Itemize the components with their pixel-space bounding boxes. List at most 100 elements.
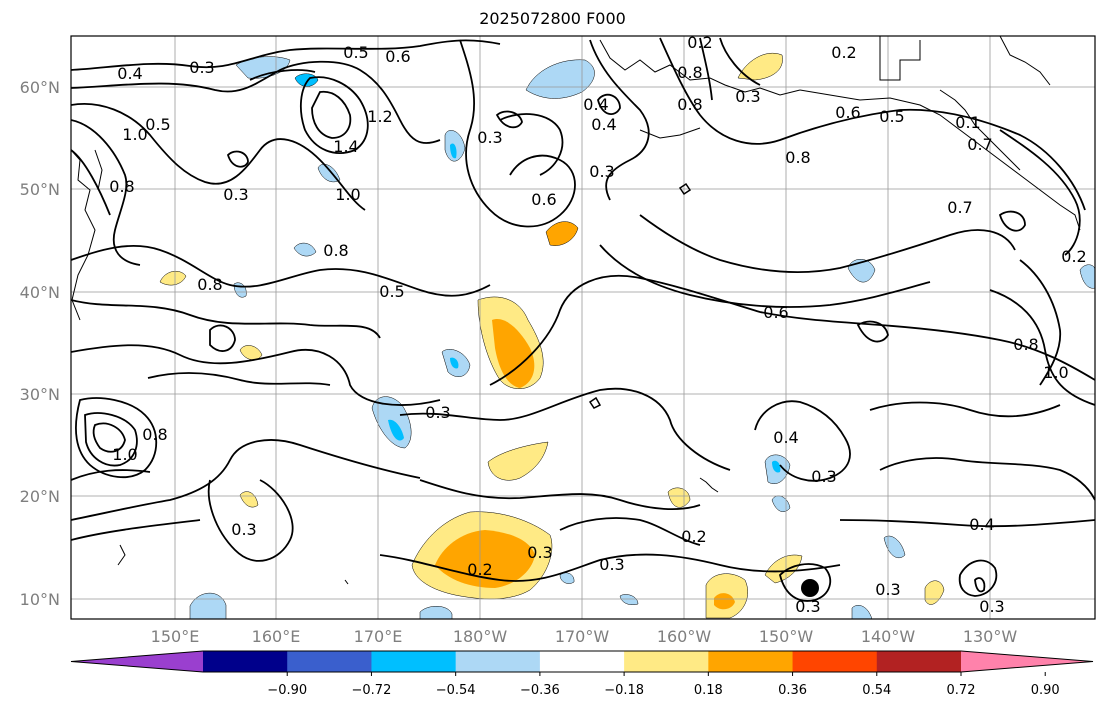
contour-label: 0.4 — [969, 515, 994, 534]
contour-label: 0.3 — [527, 543, 552, 562]
shaded-fields — [159, 53, 1095, 619]
colorbar-segment — [203, 651, 288, 672]
contour-label: 0.2 — [831, 43, 856, 62]
contour-label: 1.0 — [1043, 363, 1068, 382]
contour-label: 0.4 — [583, 95, 608, 114]
contour-label: 0.7 — [947, 198, 972, 217]
positive-shade-core — [714, 593, 735, 610]
colorbar: −0.90 −0.72 −0.54 −0.36 −0.18 0.18 0.36 0.54 0.7… — [70, 650, 1094, 698]
contour-label: 0.3 — [979, 597, 1004, 616]
contour-label: 0.4 — [591, 115, 616, 134]
contour-label: 0.8 — [109, 177, 134, 196]
lon-label: 160°W — [657, 627, 712, 646]
lat-label: 10°N — [20, 590, 60, 609]
contour-label: 0.2 — [1061, 247, 1086, 266]
contour-label: 0.2 — [467, 560, 492, 579]
colorbar-segment — [876, 651, 962, 672]
negative-shade — [851, 605, 873, 619]
colorbar-tick-label: −0.72 — [352, 683, 392, 698]
contour-label: 0.4 — [117, 64, 142, 83]
lat-label: 60°N — [20, 78, 60, 97]
lon-label: 180°W — [453, 627, 508, 646]
lat-label: 40°N — [20, 283, 60, 302]
negative-shade — [419, 606, 453, 619]
contour-label: 0.6 — [531, 190, 556, 209]
contour-labels: 0.4 0.3 0.5 0.6 0.2 0.8 0.4 1.2 1.4 1.0 … — [109, 33, 1086, 616]
lat-label: 50°N — [20, 180, 60, 199]
colorbar-segment — [624, 651, 709, 672]
contour-label: 0.3 — [223, 185, 248, 204]
colorbar-extend-low — [71, 651, 203, 672]
contour-label: 0.3 — [599, 555, 624, 574]
colorbar-segment — [287, 651, 372, 672]
contour-label: 0.6 — [385, 47, 410, 66]
negative-shade — [619, 594, 639, 605]
lon-label: 150°W — [759, 627, 814, 646]
colorbar-segment — [371, 651, 457, 672]
contour-label: 0.6 — [763, 303, 788, 322]
positive-shade-core — [435, 530, 535, 588]
contour-label: 0.1 — [955, 113, 980, 132]
negative-shade — [772, 460, 781, 473]
contour-label: 1.4 — [333, 137, 358, 156]
contour-label: 0.2 — [687, 33, 712, 52]
positive-shade — [737, 53, 783, 81]
colorbar-tick-label: −0.54 — [436, 683, 476, 698]
colorbar-tick-label: −0.90 — [267, 683, 307, 698]
colorbar-tick-label: −0.36 — [520, 683, 560, 698]
map-plot-area: 0.4 0.3 0.5 0.6 0.2 0.8 0.4 1.2 1.4 1.0 … — [71, 33, 1095, 619]
colorbar-tick-label: 0.18 — [694, 683, 723, 698]
contour-label: 1.0 — [112, 445, 137, 464]
positive-shade-core — [492, 319, 535, 388]
map-title: 2025072800 F000 — [479, 9, 626, 28]
contour-label: 1.0 — [122, 125, 147, 144]
positive-shade — [924, 580, 945, 605]
colorbar-tick-label: 0.54 — [862, 683, 891, 698]
negative-shade — [883, 535, 906, 559]
contour-label: 0.8 — [197, 275, 222, 294]
lon-label: 160°E — [252, 627, 301, 646]
colorbar-segment — [708, 651, 794, 672]
contour-label: 0.6 — [835, 103, 860, 122]
lon-label: 150°E — [151, 627, 200, 646]
contour-label: 0.2 — [681, 527, 706, 546]
negative-shade — [450, 357, 459, 369]
negative-shade — [189, 592, 227, 619]
contour-label: 0.3 — [811, 467, 836, 486]
contour-label: 0.8 — [677, 63, 702, 82]
contour-label: 0.5 — [879, 107, 904, 126]
positive-shade — [239, 491, 259, 508]
positive-shade — [159, 270, 187, 286]
lat-label: 20°N — [20, 487, 60, 506]
longitude-labels: 150°E 160°E 170°E 180°W 170°W 160°W 150°… — [151, 627, 1018, 646]
contour-label: 0.3 — [189, 58, 214, 77]
lat-label: 30°N — [20, 385, 60, 404]
contour-label: 0.3 — [735, 87, 760, 106]
contour-label: 0.5 — [145, 115, 170, 134]
lon-label: 130°W — [963, 627, 1018, 646]
colorbar-segment — [455, 651, 541, 672]
map-frame — [70, 35, 1096, 620]
colorbar-tick-label: −0.18 — [604, 683, 644, 698]
lon-label: 170°W — [555, 627, 610, 646]
colorbar-outline — [70, 650, 1094, 673]
contour-label: 0.3 — [795, 597, 820, 616]
positive-shade — [239, 345, 263, 360]
contour-label: 0.3 — [875, 580, 900, 599]
negative-shade — [388, 419, 404, 441]
contour-label: 1.2 — [367, 107, 392, 126]
colorbar-tick-label: 0.36 — [778, 683, 807, 698]
contour-label: 0.8 — [1013, 335, 1038, 354]
contour-label: 0.7 — [967, 135, 992, 154]
contour-label: 0.8 — [785, 148, 810, 167]
contour-label: 0.5 — [379, 282, 404, 301]
negative-shade — [1079, 264, 1095, 289]
contour-label: 0.8 — [677, 95, 702, 114]
colorbar-segment — [792, 651, 878, 672]
contour-label: 0.5 — [343, 43, 368, 62]
lon-label: 140°W — [861, 627, 916, 646]
positive-shade — [667, 487, 691, 508]
colorbar-tick-label: 0.72 — [947, 683, 976, 698]
negative-shade — [293, 242, 317, 257]
